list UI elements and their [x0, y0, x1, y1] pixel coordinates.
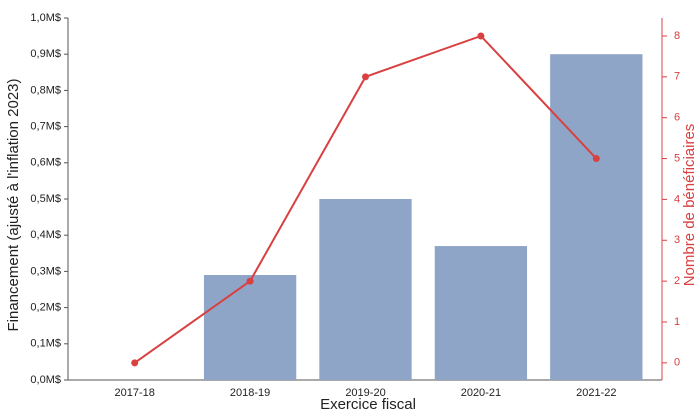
x-tick-label: 2017-18: [115, 387, 155, 399]
y2-tick-label: 6: [674, 112, 680, 124]
y-tick-label: 0,5M$: [30, 193, 61, 205]
y2-tick-label: 2: [674, 275, 680, 287]
y2-tick-label: 8: [674, 30, 680, 42]
y-tick-label: 0,3M$: [30, 265, 61, 277]
x-tick-label: 2019-20: [345, 387, 385, 399]
point: [362, 73, 369, 81]
bar: [203, 275, 297, 380]
bar: [319, 199, 412, 380]
bar: [550, 54, 643, 380]
y-tick-label: 0,6M$: [30, 157, 61, 169]
y-tick-label: 0,2M$: [30, 302, 61, 314]
x-tick-label: 2018-19: [230, 387, 270, 399]
y-tick-label: 0,0M$: [30, 374, 61, 386]
y2-axis-title: Nombre de bénéficiaires: [681, 124, 698, 287]
y2-tick-label: 0: [674, 357, 680, 369]
point: [477, 32, 485, 40]
x-tick-label: 2020-21: [461, 387, 501, 399]
point: [246, 277, 254, 285]
bar: [434, 246, 528, 380]
y2-tick-label: 1: [674, 316, 680, 328]
y2-tick-label: 3: [674, 234, 680, 246]
y-tick-label: 0,9M$: [30, 48, 61, 60]
point: [592, 155, 600, 163]
y-axis-title: Financement (ajusté à l'inflation 2023): [5, 78, 22, 331]
y-tick-label: 0,8M$: [30, 84, 61, 96]
point: [131, 359, 139, 367]
y-tick-label: 0,7M$: [30, 121, 61, 133]
y-tick-label: 0,4M$: [30, 229, 61, 241]
y-tick-label: 1,0M$: [30, 12, 61, 24]
x-axis-title: Exercice fiscal: [320, 396, 416, 413]
y2-tick-label: 4: [674, 193, 680, 205]
x-tick-label: 2021-22: [576, 387, 616, 399]
y2-tick-label: 5: [674, 152, 680, 164]
y2-tick-label: 7: [674, 71, 680, 83]
y-tick-label: 0,1M$: [30, 338, 61, 350]
